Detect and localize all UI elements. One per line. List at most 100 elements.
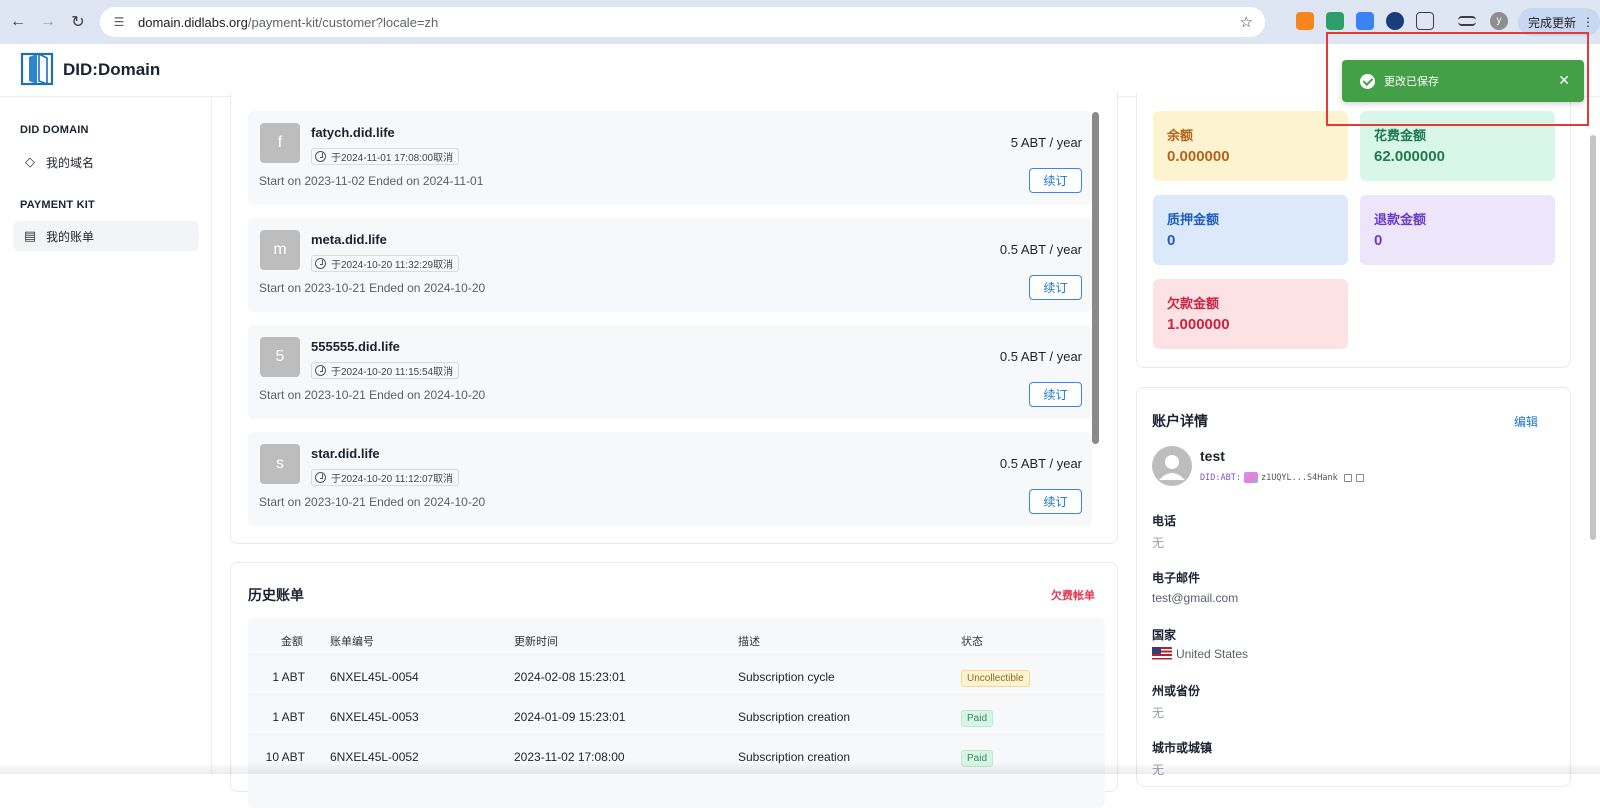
subscription-name: star.did.life xyxy=(311,446,380,461)
subscription-name: fatych.did.life xyxy=(311,125,395,140)
field-value: 无 xyxy=(1152,706,1165,720)
subscription-avatar: f xyxy=(260,123,300,163)
did-prefix: DID:ABT: xyxy=(1200,472,1241,483)
page-scrollbar[interactable] xyxy=(1590,135,1596,540)
extension-icon[interactable] xyxy=(1386,12,1404,30)
copy-icon[interactable] xyxy=(1343,473,1352,482)
did-value: z1UQYL...S4Hank xyxy=(1260,472,1338,483)
sidebar-item-my-domains[interactable]: ◇ 我的域名 xyxy=(13,147,199,177)
clock-icon xyxy=(315,151,326,162)
renew-button[interactable]: 续订 xyxy=(1029,275,1082,300)
did-avatar-icon xyxy=(1243,472,1258,483)
forward-icon[interactable]: → xyxy=(40,13,56,30)
field-value: test@gmail.com xyxy=(1152,591,1239,605)
status-badge: Paid xyxy=(961,750,994,767)
sidebar-item-label: 我的账单 xyxy=(46,229,95,244)
subscriptions-scrollbar[interactable] xyxy=(1092,112,1099,444)
cell-updated: 2024-02-08 15:23:01 xyxy=(514,670,626,684)
cancel-chip: 于2024-10-20 11:12:07取消 xyxy=(311,469,460,486)
stat-value: 0 xyxy=(1374,232,1383,249)
field-label: 城市或城镇 xyxy=(1152,741,1213,755)
column-header: 账单编号 xyxy=(330,636,374,648)
extension-icon[interactable] xyxy=(1356,12,1374,30)
subscription-price: 0.5 ABT / year xyxy=(999,242,1082,257)
edit-button[interactable]: 编辑 xyxy=(1513,415,1538,429)
subscription-price: 5 ABT / year xyxy=(1010,135,1082,150)
account-card: 账户详情 编辑 test DID:ABT: z1UQYL...S4Hank 电话… xyxy=(1136,387,1571,787)
person-icon xyxy=(1159,455,1185,480)
column-header: 描述 xyxy=(738,636,760,648)
clock-icon xyxy=(315,258,326,269)
field-value: United States xyxy=(1176,647,1249,661)
highlight-box xyxy=(1326,32,1589,126)
cell-bill-number[interactable]: 6NXEL45L-0052 xyxy=(330,750,419,764)
stat-balance: 余额 0.000000 xyxy=(1153,111,1348,181)
row-divider xyxy=(248,694,1105,695)
status-badge: Uncollectible xyxy=(961,670,1030,687)
sidebar-item-my-bills[interactable]: ▤ 我的账单 xyxy=(13,221,199,251)
diamond-icon: ◇ xyxy=(25,154,35,169)
overdue-bills-link[interactable]: 欠费帐单 xyxy=(1051,590,1095,602)
subscription-item: 5 555555.did.life 于2024-10-20 11:15:54取消… xyxy=(248,325,1092,419)
bottom-shadow xyxy=(0,762,1600,774)
profile-avatar[interactable]: y xyxy=(1490,12,1508,30)
field-label: 州或省份 xyxy=(1152,684,1201,698)
cancel-note: 于2024-10-20 11:15:54取消 xyxy=(331,367,454,378)
site-info-icon[interactable]: ☰ xyxy=(113,15,125,29)
subscription-price: 0.5 ABT / year xyxy=(999,456,1082,471)
cell-updated: 2023-11-02 17:08:00 xyxy=(514,750,625,764)
bookmark-star-icon[interactable]: ☆ xyxy=(1239,14,1253,31)
reload-icon[interactable]: ↻ xyxy=(71,14,85,31)
subscription-name: meta.did.life xyxy=(311,232,387,247)
url-host: domain.didlabs.org xyxy=(138,14,248,30)
subscriptions-card: f fatych.did.life 于2024-11-01 17:08:00取消… xyxy=(230,93,1118,544)
metamask-extension-icon[interactable] xyxy=(1296,12,1314,30)
update-button[interactable]: 完成更新 ⋮ xyxy=(1518,8,1600,36)
cell-updated: 2024-01-09 15:23:01 xyxy=(514,710,626,724)
cancel-note: 于2024-11-01 17:08:00取消 xyxy=(331,153,454,164)
subscription-period: Start on 2023-10-21 Ended on 2024-10-20 xyxy=(259,495,486,509)
extension-icon[interactable] xyxy=(1326,12,1344,30)
check-circle-icon xyxy=(1360,73,1375,89)
history-card: 历史账单 欠费帐单 金额 账单编号 更新时间 描述 状态 1 ABT 6NXEL… xyxy=(230,562,1118,808)
renew-button[interactable]: 续订 xyxy=(1029,489,1082,514)
did-domain-logo[interactable] xyxy=(20,51,56,87)
address-bar[interactable]: ☰ domain.didlabs.org/payment-kit/custome… xyxy=(100,7,1265,37)
us-flag-icon xyxy=(1152,647,1172,660)
subscription-price: 0.5 ABT / year xyxy=(999,349,1082,364)
subscription-avatar: 5 xyxy=(260,337,300,377)
cell-description: Subscription creation xyxy=(738,710,851,724)
update-button-label: 完成更新 xyxy=(1528,15,1577,30)
sidebar: DID DOMAIN ◇ 我的域名 PAYMENT KIT ▤ 我的账单 xyxy=(0,97,212,774)
qrcode-icon[interactable] xyxy=(1355,473,1364,482)
cell-bill-number[interactable]: 6NXEL45L-0054 xyxy=(330,670,419,684)
renew-button[interactable]: 续订 xyxy=(1029,382,1082,407)
stat-label: 质押金额 xyxy=(1167,212,1220,227)
stat-value: 1.000000 xyxy=(1167,316,1230,333)
cancel-chip: 于2024-10-20 11:15:54取消 xyxy=(311,362,460,379)
user-avatar xyxy=(1152,446,1192,486)
extensions-puzzle-icon[interactable] xyxy=(1416,12,1434,30)
cell-bill-number[interactable]: 6NXEL45L-0053 xyxy=(330,710,419,724)
cell-description: Subscription cycle xyxy=(738,670,835,684)
field-label: 电子邮件 xyxy=(1152,571,1201,585)
browser-toolbar: ← → ↻ ☰ domain.didlabs.org/payment-kit/c… xyxy=(0,0,1600,44)
renew-button[interactable]: 续订 xyxy=(1029,168,1082,193)
cancel-note: 于2024-10-20 11:12:07取消 xyxy=(331,474,454,485)
cancel-chip: 于2024-10-20 11:32:29取消 xyxy=(311,255,460,272)
cell-amount: 1 ABT xyxy=(272,710,305,724)
stat-label: 欠款金额 xyxy=(1167,296,1220,311)
url-path: /payment-kit/customer?locale=zh xyxy=(247,14,439,30)
sidebar-section-title: PAYMENT KIT xyxy=(20,199,95,211)
stat-label: 余额 xyxy=(1167,128,1194,143)
subscription-period: Start on 2023-10-21 Ended on 2024-10-20 xyxy=(259,388,486,402)
row-divider xyxy=(248,734,1105,735)
back-icon[interactable]: ← xyxy=(10,13,26,30)
close-icon[interactable]: ✕ xyxy=(1558,72,1570,88)
cell-amount: 1 ABT xyxy=(272,670,305,684)
reading-list-icon[interactable] xyxy=(1458,16,1476,26)
subscription-avatar: m xyxy=(260,230,300,270)
toast-message: 更改已保存 xyxy=(1384,76,1439,88)
field-label: 电话 xyxy=(1152,514,1177,528)
field-value: 无 xyxy=(1152,536,1165,550)
